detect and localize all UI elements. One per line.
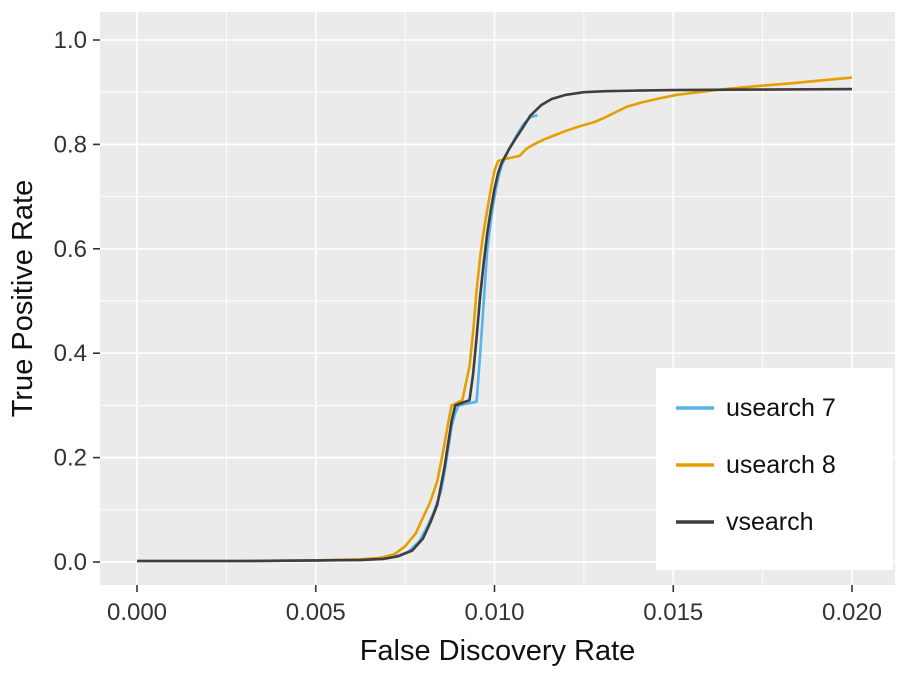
legend: usearch 7 usearch 8 vsearch: [656, 368, 893, 570]
legend-item-usearch-7: usearch 7: [676, 394, 836, 422]
y-tick-label: 0.4: [54, 340, 87, 367]
y-axis-title: True Positive Rate: [7, 180, 39, 417]
legend-item-vsearch: vsearch: [676, 508, 814, 536]
legend-box: [656, 368, 893, 570]
x-tick-label: 0.010: [464, 599, 524, 626]
y-tick-label: 0.8: [54, 131, 87, 158]
x-tick-label: 0.000: [107, 599, 167, 626]
y-tick-label: 0.0: [54, 549, 87, 576]
y-tick-label: 0.2: [54, 445, 87, 472]
x-axis-title: False Discovery Rate: [360, 635, 636, 667]
x-tick-label: 0.015: [643, 599, 703, 626]
x-tick-label: 0.005: [286, 599, 346, 626]
series-line-vsearch: [137, 87, 853, 563]
legend-label: usearch 8: [726, 451, 836, 479]
y-tick-label: 1.0: [54, 27, 87, 54]
legend-label: vsearch: [726, 508, 814, 536]
x-tick-label: 0.020: [822, 599, 882, 626]
legend-label: usearch 7: [726, 394, 836, 422]
series-line-usearch-8: [137, 76, 853, 563]
legend-item-usearch-8: usearch 8: [676, 451, 836, 479]
y-tick-label: 0.6: [54, 236, 87, 263]
